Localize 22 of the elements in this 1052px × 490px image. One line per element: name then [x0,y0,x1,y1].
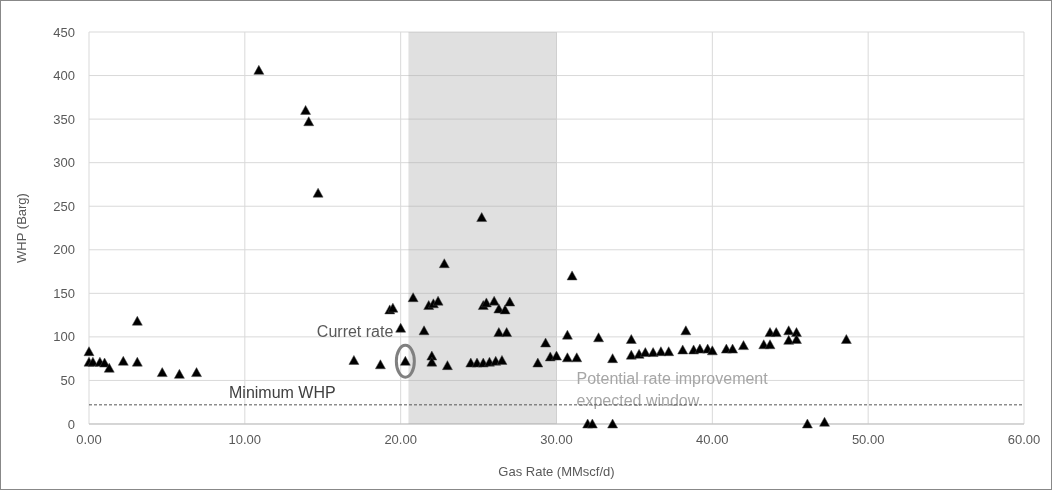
ref-line-label: Minimum WHP [229,383,336,401]
y-axis-title: WHP (Barg) [14,193,29,263]
y-tick-label: 250 [53,198,75,214]
band-label: Potential rate improvement expected window [576,370,769,409]
annotation: Curret rate [316,323,394,341]
y-tick-label: 450 [53,24,75,40]
x-tick-label: 30.00 [540,432,573,447]
y-tick-label: 150 [53,285,75,301]
x-tick-label: 40.00 [696,432,729,447]
y-tick-label: 50 [60,372,75,388]
x-axis-title: Gas Rate (MMscf/d) [498,464,615,479]
x-tick-label: 60.00 [1007,432,1041,447]
y-tick-label: 100 [53,329,75,345]
x-tick-label: 10.00 [228,432,262,447]
x-tick-label: 50.00 [851,432,885,447]
y-tick-label: 400 [53,68,75,84]
y-tick-label: 200 [53,242,75,258]
x-tick-label: 0.00 [76,432,102,447]
y-tick-label: 350 [53,111,75,127]
y-tick-label: 300 [53,155,75,171]
x-tick-label: 20.00 [384,432,417,447]
y-tick-label: 0 [67,416,75,432]
